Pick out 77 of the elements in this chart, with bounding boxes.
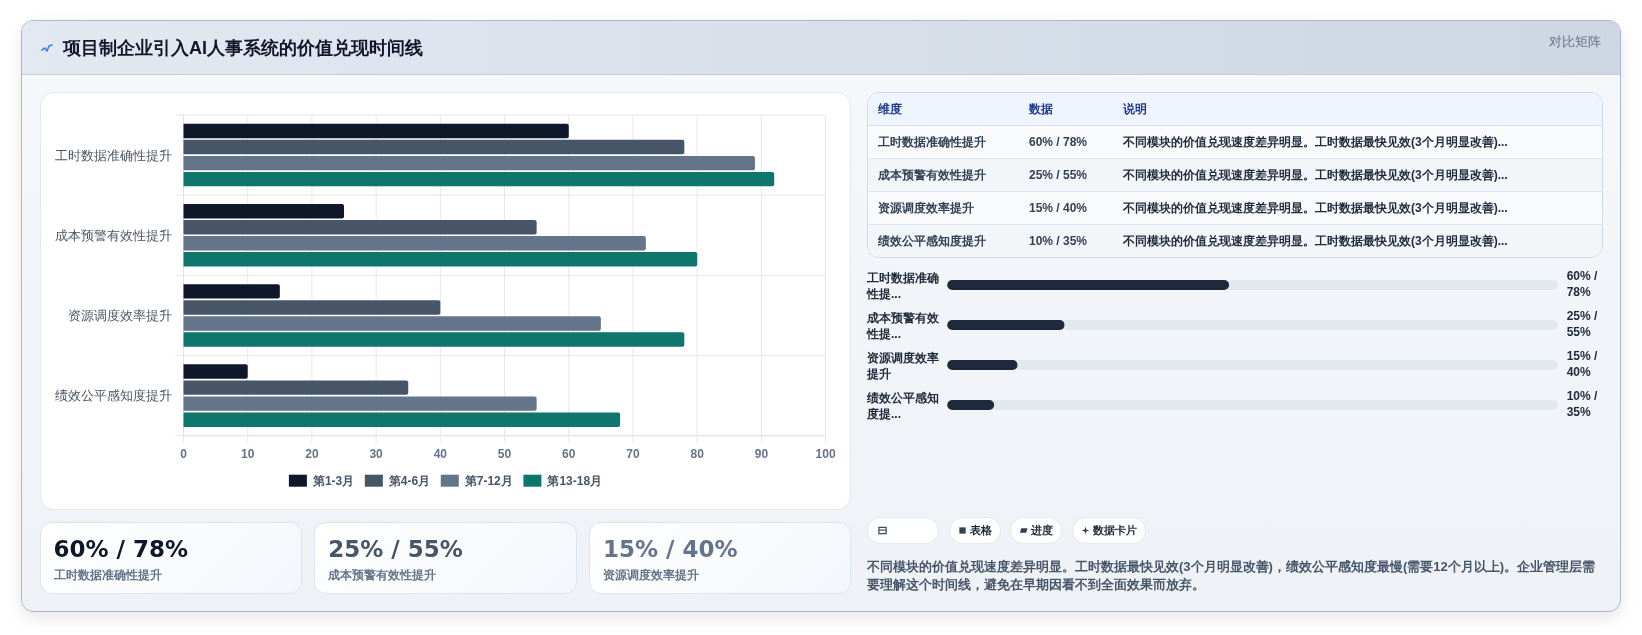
legend-label: 第4-6月: [387, 473, 431, 488]
bar: [183, 364, 248, 379]
text: 项目制企业引入AI人事系统的价值兑现时间线: [63, 37, 423, 60]
text: 不同模块的价值兑现速度差异明显。工时数据最快见效(3个月明显改善)...: [1123, 200, 1508, 217]
data-label: 10% / 35%: [1566, 389, 1599, 421]
x-tick-label: 50: [497, 446, 512, 461]
bar: [183, 412, 621, 427]
text: 绩效公平感知度提升: [878, 233, 986, 250]
y-tick-label: 资源调度效率提升: [67, 307, 172, 323]
x-tick-label: 30: [369, 446, 384, 461]
category-label: 表格: [969, 523, 992, 538]
category-label: 进度: [1031, 523, 1054, 538]
x-tick-label: 80: [690, 446, 705, 461]
legend-label: 第1-3月: [311, 473, 355, 488]
text: 说明: [1123, 101, 1147, 118]
bar: [183, 252, 698, 267]
y-tick-label: 工时数据准确性提升: [54, 147, 172, 163]
bar: [183, 123, 569, 139]
text: 10% / 35%: [1029, 233, 1088, 250]
text: 不同模块的价值兑现速度差异明显。工时数据最快见效(3个月明显改善)，绩效公平感知度最慢(需要12个月以上)。企业管理层需要理解这个时间线，避免在早期因看不到全面效果而放弃。: [867, 558, 1596, 594]
x-tick-label: 60: [562, 446, 576, 461]
text: 工时数据准确性提升: [878, 134, 986, 151]
text: 15% / 40%: [603, 534, 738, 563]
bar: [183, 139, 685, 155]
legend-label: 第7-12月: [463, 473, 513, 488]
bar: [1064, 319, 1558, 330]
y-tick-label: 绩效公平感知度提...: [867, 391, 940, 423]
legend-label: 第13-18月: [546, 473, 603, 488]
x-tick-label: 20: [305, 446, 319, 461]
bar: [1017, 359, 1558, 370]
bar: [947, 399, 995, 410]
text: 不同模块的价值兑现速度差异明显。工时数据最快见效(3个月明显改善)...: [1123, 134, 1508, 151]
text: 对比矩阵: [1549, 34, 1601, 50]
y-tick-label: 成本预警有效性提升: [54, 227, 172, 243]
text: 维度: [878, 101, 902, 118]
x-tick-label: 90: [754, 446, 769, 461]
data-label: 15% / 40%: [1566, 349, 1599, 381]
bar: [183, 220, 537, 235]
y-tick-label: 工时数据准确性提...: [867, 271, 940, 303]
x-tick-label: 100: [815, 446, 836, 461]
bar: [947, 279, 1230, 290]
text: 资源调度效率提升: [878, 200, 974, 217]
text: 不同模块的价值兑现速度差异明显。工时数据最快见效(3个月明显改善)...: [1123, 167, 1508, 184]
bar: [183, 380, 409, 395]
category-label: 数据卡片: [1093, 523, 1138, 538]
bar: [183, 236, 646, 251]
y-tick-label: 绩效公平感知度提升: [54, 388, 172, 404]
text: 60% / 78%: [1029, 134, 1088, 151]
x-tick-label: 0: [180, 446, 188, 461]
bar: [183, 203, 345, 219]
text: 成本预警有效性提升: [328, 566, 437, 583]
bar: [183, 171, 775, 187]
text: 25% / 55%: [328, 534, 463, 563]
bar: [183, 316, 601, 331]
bar: [1229, 279, 1558, 290]
y-tick-label: 成本预警有效性提...: [867, 311, 940, 343]
x-tick-label: 10: [241, 446, 255, 461]
bar: [947, 319, 1065, 330]
text: 15% / 40%: [1029, 200, 1088, 217]
y-tick-label: 资源调度效率提升: [867, 351, 940, 383]
text: 25% / 55%: [1029, 167, 1088, 184]
x-tick-label: 40: [433, 446, 448, 461]
text: 不同模块的价值兑现速度差异明显。工时数据最快见效(3个月明显改善)...: [1123, 233, 1508, 250]
text: 60% / 78%: [53, 534, 189, 563]
bar: [947, 359, 1018, 370]
bar: [183, 396, 537, 411]
bar: [183, 300, 441, 315]
data-label: 25% / 55%: [1566, 309, 1599, 341]
bar: [183, 332, 685, 347]
bar: [994, 399, 1558, 410]
data-label: 60% / 78%: [1566, 269, 1599, 301]
text: 资源调度效率提升: [603, 566, 700, 583]
x-tick-label: 70: [626, 446, 640, 461]
text: 数据: [1029, 101, 1053, 118]
text: 成本预警有效性提升: [878, 167, 986, 184]
bar: [183, 155, 755, 171]
bar: [183, 284, 280, 299]
